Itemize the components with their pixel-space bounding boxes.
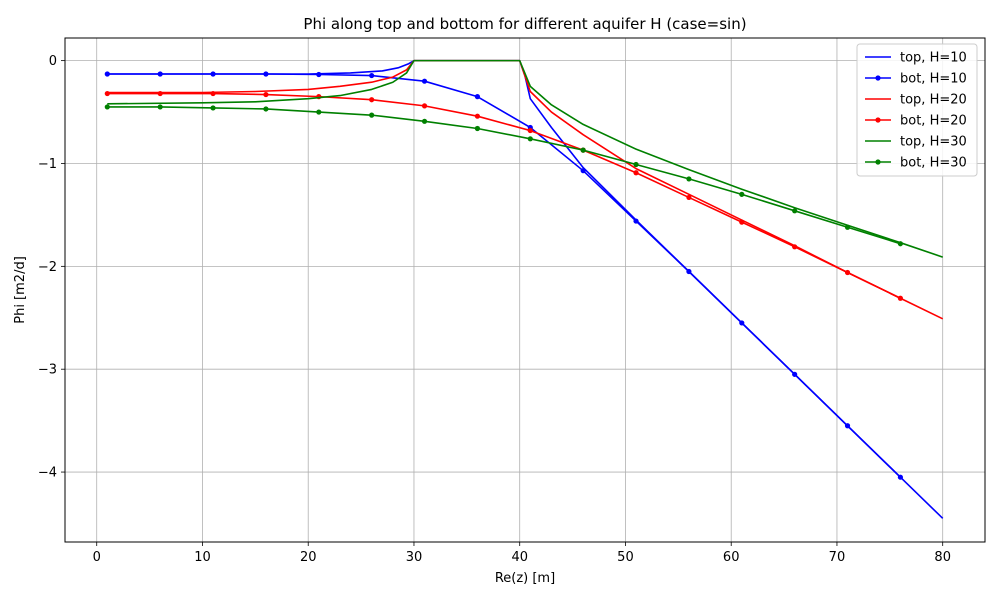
data-point (474, 113, 481, 119)
data-point (316, 109, 322, 115)
data-point (369, 72, 375, 79)
data-point (157, 90, 163, 97)
data-point (421, 78, 428, 84)
data-point (316, 71, 322, 78)
grid (65, 38, 985, 542)
series-bot-h-10 (104, 71, 904, 480)
data-point (739, 191, 745, 197)
series-top-h-20 (107, 59, 944, 320)
legend: top, H=10 bot, H=10 top, H=20 bot, H=20 top,… (856, 43, 978, 177)
data-point (210, 90, 216, 97)
chart-title: Phi along top and bottom for different a… (303, 15, 746, 33)
plot-frame (64, 37, 986, 543)
x-tick-label: 40 (511, 550, 528, 565)
y-tick-label: −1 (38, 157, 57, 172)
x-tick-label: 30 (406, 550, 423, 565)
data-point (474, 125, 481, 132)
data-point (844, 224, 851, 230)
data-point (527, 127, 533, 134)
data-point (263, 71, 269, 77)
legend-marker (875, 159, 881, 165)
legend-label: top, H=20 (900, 93, 967, 108)
legend-marker (875, 75, 881, 81)
x-tick-label: 0 (93, 550, 101, 565)
data-point (739, 219, 745, 225)
series-bot-h-30 (104, 104, 904, 247)
legend-label: bot, H=10 (900, 72, 967, 87)
data-point (369, 112, 375, 118)
data-point (369, 97, 375, 103)
data-point (686, 176, 692, 182)
data-point (633, 161, 639, 168)
data-point (210, 105, 216, 111)
data-point (527, 136, 533, 142)
data-point (686, 194, 692, 201)
data-point (739, 320, 745, 326)
data-point (474, 94, 481, 100)
series-line (107, 59, 943, 258)
x-tick-label: 10 (194, 550, 211, 565)
legend-label: top, H=30 (900, 135, 967, 150)
legend-label: bot, H=20 (900, 114, 967, 129)
ticks: 0 10 20 30 40 50 60 70 80 0 −1 −2 −3 −4 (38, 54, 951, 565)
data-point (897, 474, 904, 480)
x-tick-label: 50 (617, 550, 634, 565)
series-line (107, 92, 901, 299)
y-tick-label: −2 (38, 260, 57, 275)
legend-label: bot, H=30 (900, 156, 967, 171)
data-point (421, 103, 428, 109)
series-line (107, 106, 901, 245)
data-point (792, 371, 798, 377)
data-point (897, 241, 904, 247)
x-tick-label: 70 (829, 550, 846, 565)
data-point (263, 91, 269, 98)
y-tick-label: −3 (38, 363, 57, 378)
series-layer (104, 59, 944, 519)
data-point (580, 147, 586, 153)
data-point (157, 71, 163, 77)
data-point (104, 71, 110, 77)
x-tick-label: 60 (723, 550, 740, 565)
legend-box (856, 43, 978, 177)
data-point (686, 268, 692, 275)
series-line (107, 59, 944, 320)
data-point (633, 170, 639, 176)
data-point (104, 104, 110, 110)
series-top-h-30 (107, 59, 943, 258)
data-point (421, 118, 428, 124)
data-point (897, 295, 904, 301)
y-tick-label: 0 (49, 54, 57, 69)
data-point (210, 71, 216, 77)
data-point (157, 104, 163, 110)
data-point (844, 423, 851, 429)
data-point (844, 269, 851, 276)
data-point (792, 244, 798, 250)
data-point (792, 208, 798, 214)
x-tick-label: 20 (300, 550, 317, 565)
data-point (263, 106, 269, 112)
x-tick-label: 80 (934, 550, 951, 565)
legend-marker (875, 117, 881, 123)
data-point (580, 168, 586, 174)
y-axis-label: Phi [m2/d] (13, 256, 28, 324)
data-point (633, 218, 639, 224)
data-point (104, 90, 110, 97)
x-axis-label: Re(z) [m] (495, 571, 555, 586)
y-tick-label: −4 (38, 466, 57, 481)
legend-label: top, H=10 (900, 51, 967, 66)
series-line (107, 73, 901, 478)
